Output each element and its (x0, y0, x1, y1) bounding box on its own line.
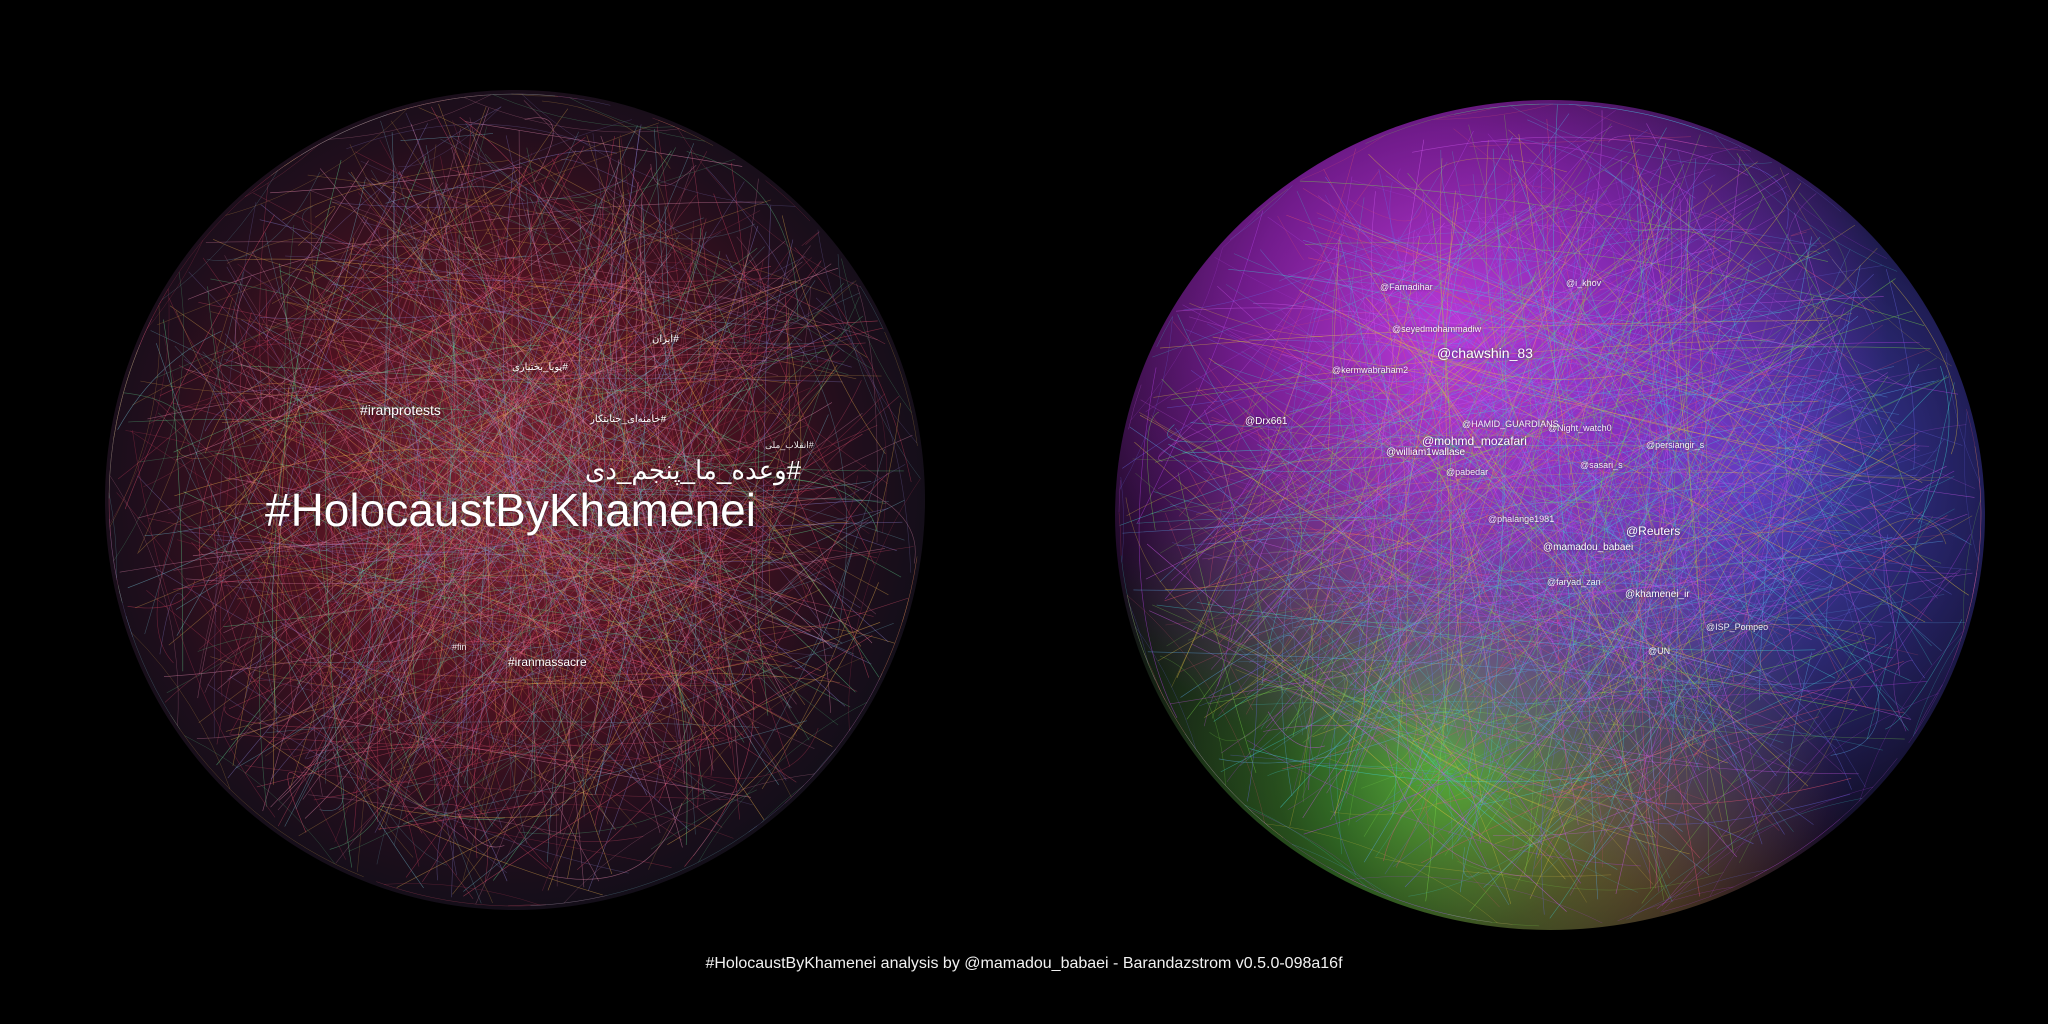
right-network-graph (1115, 100, 1985, 930)
hashtag-label: #fin (452, 642, 467, 652)
hashtag-label: #iranprotests (360, 402, 441, 418)
user-label: @william1wallase (1386, 447, 1466, 458)
right-network-edges (1118, 103, 1982, 927)
user-label: @pabedar (1446, 467, 1489, 477)
footer-caption: #HolocaustByKhamenei analysis by @mamado… (705, 955, 1343, 972)
user-label: @seyedmohammadiw (1392, 324, 1482, 334)
hashtag-label: #انقلاب_ملی (765, 440, 814, 450)
user-label: @phalange1981 (1488, 514, 1555, 524)
user-label: @kermwabraham2 (1332, 365, 1409, 375)
user-label: @persiangir_s (1646, 440, 1705, 450)
hashtag-label: #ایران (652, 334, 679, 345)
user-label: @Drx661 (1245, 416, 1288, 427)
hashtag-label: #iranmassacre (508, 655, 587, 669)
user-label: @Farnadihar (1380, 282, 1433, 292)
left-network-edges (108, 93, 921, 907)
user-label: @faryad_zan (1547, 577, 1601, 587)
left-network-graph (105, 90, 925, 910)
user-label: @Reuters (1626, 524, 1681, 538)
user-label: @HAMID_GUARDIANS (1462, 419, 1559, 429)
hashtag-label: #پویا_بختیاری (512, 362, 568, 373)
user-label: @mamadou_babaei (1543, 542, 1634, 553)
user-label: @Night_watch0 (1548, 423, 1612, 433)
hashtag-label: #HolocaustByKhamenei (265, 484, 756, 536)
user-label: @chawshin_83 (1437, 345, 1533, 361)
user-label: @UN (1648, 646, 1671, 656)
user-label: @sasari_s (1580, 460, 1623, 470)
user-label: @i_khov (1566, 278, 1602, 288)
hashtag-label: #وعده_ما_پنجم_دی (585, 455, 802, 485)
user-label: @khamenei_ir (1625, 589, 1690, 600)
user-label: @ISP_Pompeo (1706, 622, 1769, 632)
hashtag-label: #خامنه‌ای_جنایتکار (590, 414, 667, 425)
user-label: @mohmd_mozafari (1422, 434, 1527, 448)
